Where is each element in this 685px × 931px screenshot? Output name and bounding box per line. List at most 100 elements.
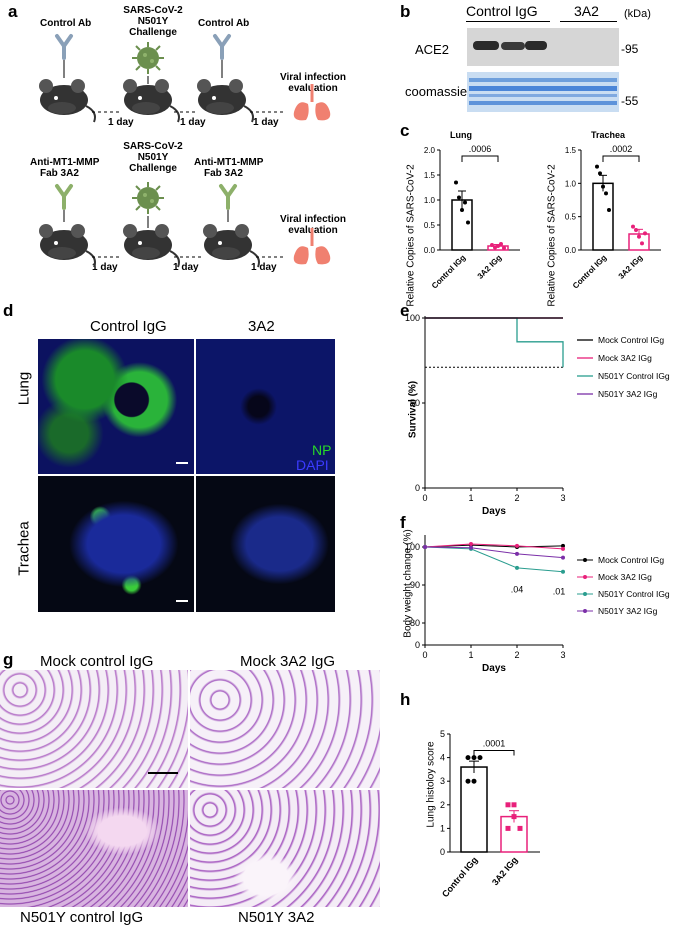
data-point	[465, 755, 471, 761]
if-col1-label: Control IgG	[90, 318, 167, 335]
histo-br-label: N501Y 3A2	[238, 909, 315, 926]
if-row2-label: Trachea	[15, 521, 33, 576]
y-tick-label: 5	[440, 729, 445, 739]
row2-challenge-l3: Challenge	[129, 163, 177, 174]
ace2-blot	[467, 28, 619, 66]
row1-challenge-l1: SARS-CoV-2	[123, 5, 183, 16]
y-tick-label: 90	[410, 580, 420, 590]
histo-scalebar	[148, 772, 178, 774]
y-tick-label: 3	[440, 776, 445, 786]
blot-group1-label: Control IgG	[466, 3, 538, 19]
y-tick-label: 80	[410, 618, 420, 628]
data-point	[499, 242, 503, 246]
y-tick-label: 1.0	[565, 179, 577, 188]
panel-label-a: a	[8, 2, 18, 21]
if-row1-label: Lung	[15, 371, 33, 406]
legend-label: N501Y 3A2 IGg	[598, 606, 658, 616]
y-tick-label: 0.5	[424, 221, 436, 230]
legend-label: Mock 3A2 IGg	[598, 353, 652, 363]
x-tick-label: 3A2 IGg	[476, 253, 504, 281]
data-point	[517, 825, 523, 831]
panel-label-b: b	[400, 2, 411, 21]
histo-bl-label: N501Y control IgG	[20, 909, 144, 926]
y-tick-label: 4	[440, 753, 445, 763]
x-tick-label: 3A2 IGg	[617, 253, 645, 281]
blot-marker1: -95	[621, 42, 639, 56]
row2-ab2-l2: Fab 3A2	[204, 168, 243, 179]
data-point	[634, 228, 638, 232]
data-point	[505, 802, 511, 808]
significance-bracket	[473, 750, 515, 756]
data-point	[471, 755, 477, 761]
if-lung-3a2-image	[196, 339, 335, 474]
histo-tr-label: Mock 3A2 IgG	[240, 653, 336, 670]
p-value: .0001	[483, 739, 506, 749]
data-point	[471, 778, 477, 784]
data-point	[460, 208, 464, 212]
chart-title: Lung	[450, 130, 472, 140]
data-point	[496, 244, 500, 248]
data-point	[502, 246, 506, 250]
data-point	[643, 231, 647, 236]
x-tick-label: 0	[422, 650, 427, 660]
data-point	[601, 184, 605, 189]
legend-label: N501Y 3A2 IGg	[598, 389, 658, 399]
x-tick-label: 3A2 IGg	[490, 855, 520, 887]
significance-bracket	[461, 155, 499, 162]
data-point	[505, 825, 511, 831]
histo-tr-image	[190, 670, 380, 788]
row2-day1: 1 day	[92, 262, 118, 273]
if-scalebar-1	[176, 462, 188, 464]
x-tick-label: 1	[468, 650, 473, 660]
row1-day2: 1 day	[180, 117, 206, 128]
y-tick-label: 0	[440, 847, 445, 857]
data-point	[595, 164, 599, 169]
panel-label-h: h	[400, 690, 411, 709]
data-point	[511, 814, 517, 820]
data-point	[637, 234, 641, 239]
panel-label-d: d	[3, 301, 14, 320]
data-point	[466, 220, 470, 225]
panel-c-trachea-chart: Trachea 0.0 0.5 1.0 1.5 Control IGg 3A2 IGg .00…	[565, 130, 661, 291]
x-tick-label: 3	[560, 493, 565, 503]
chart-title: Trachea	[591, 130, 626, 140]
legend-marker	[583, 575, 587, 579]
if-trachea-control-image	[38, 476, 194, 612]
x-tick-label: 3	[560, 650, 565, 660]
y-tick-label: 100	[405, 542, 420, 552]
panel-e-survival-chart: 0 50 100 0 1 2 3 Days Mock Control IGg Mock 3A2 I…	[405, 313, 670, 517]
weight-point	[469, 541, 473, 546]
blot-row2-label: coomassie	[405, 84, 468, 99]
panel-h-histology-score-chart: 0 1 2 3 4 5 Control IGg 3A2 IGg .0001	[440, 729, 540, 899]
p-value: .0006	[469, 144, 492, 154]
panel-f-weight-chart: 0 80 90 100 0 1 2 3 Days .04 .01 Mock Control IGg Mo…	[405, 535, 670, 674]
row2-ab1-label: Anti-MT1-MMP Fab 3A2	[30, 157, 99, 179]
x-tick-label: 2	[514, 650, 519, 660]
x-axis-label: Days	[482, 506, 506, 517]
row2-eval-l1: Viral infection	[280, 214, 346, 225]
panel-c-lung-chart: Lung 0.0 0.5 1.0 1.5 2.0 Control IGg 3A2 IGg .00…	[424, 130, 520, 291]
data-point	[607, 208, 611, 212]
row2-ab1-l2: Fab 3A2	[40, 168, 79, 179]
if-dapi-label: DAPI	[296, 457, 329, 473]
legend-label: Mock Control IGg	[598, 335, 664, 345]
weight-point	[469, 545, 473, 550]
data-point	[454, 180, 458, 185]
row1-challenge-l2: N501Y	[137, 16, 169, 27]
weight-point	[561, 546, 565, 551]
data-point	[598, 171, 602, 176]
row1-challenge-l3: Challenge	[129, 27, 177, 38]
blot-group1-line	[466, 21, 550, 22]
data-point	[604, 191, 608, 196]
annotation-day3: .01	[553, 587, 566, 597]
legend-label: N501Y Control IGg	[598, 589, 670, 599]
row1-challenge-label: SARS-CoV-2 N501Y Challenge	[118, 5, 188, 38]
if-lung-control-image	[38, 339, 194, 474]
y-tick-label: 1	[440, 823, 445, 833]
x-tick-label: Control IGg	[440, 855, 479, 899]
panel-label-g: g	[3, 650, 14, 669]
data-point	[511, 802, 517, 808]
legend-label: N501Y Control IGg	[598, 371, 670, 381]
data-point	[477, 755, 483, 761]
histo-tl-label: Mock control IgG	[40, 653, 154, 670]
